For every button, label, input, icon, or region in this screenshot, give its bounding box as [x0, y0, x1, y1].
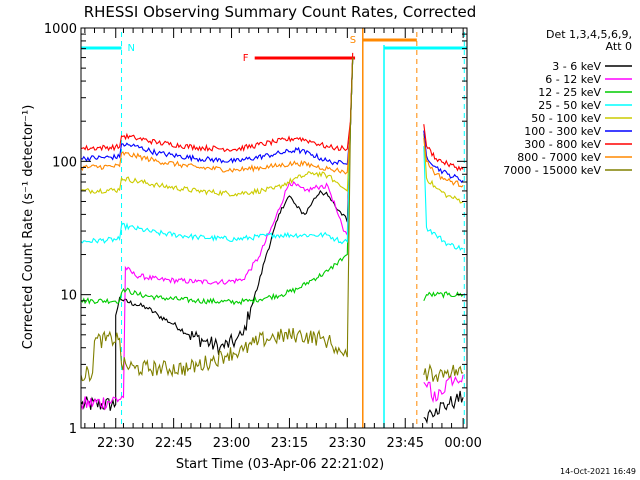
marker-label-s: S	[350, 35, 356, 46]
x-tick-label: 23:45	[387, 436, 424, 451]
series-lines	[80, 52, 464, 425]
series-line-1	[80, 57, 464, 411]
series-line-3	[80, 57, 464, 251]
series-line-8	[80, 57, 464, 383]
footnote-timestamp: 14-Oct-2021 16:49	[560, 467, 636, 476]
legend-label: 3 - 6 keV	[552, 60, 601, 73]
plot-axes	[80, 27, 468, 429]
y-tick-label: 10	[60, 289, 77, 304]
chart-title: RHESSI Observing Summary Count Rates, Co…	[84, 3, 477, 21]
legend-label: 300 - 800 keV	[524, 138, 601, 151]
legend-label: 50 - 100 keV	[531, 112, 601, 125]
y-axis-label: Corrected Count Rate (s⁻¹ detector⁻¹)	[21, 105, 36, 350]
y-tick-label: 100	[52, 155, 77, 170]
legend-label: 7000 - 15000 keV	[503, 164, 601, 177]
x-axis-label: Start Time (03-Apr-06 22:21:02)	[176, 457, 384, 472]
x-tick-label: 23:15	[271, 436, 308, 451]
y-tick-label: 1000	[44, 22, 77, 37]
legend-label: 6 - 12 keV	[545, 73, 601, 86]
marker-label-f: F	[243, 53, 249, 64]
x-tick-label: 00:00	[444, 436, 481, 451]
series-line-4	[80, 57, 464, 204]
x-tick-label: 22:45	[155, 436, 192, 451]
axis-ticks: 1 10 100 1000 22:30 22:45 23:00 23:15 23:30 23:45…	[44, 22, 482, 451]
series-line-5	[80, 57, 464, 184]
series-line-7	[80, 57, 464, 188]
series-line-6	[80, 52, 464, 172]
marker-label-n: N	[128, 43, 135, 54]
legend-header-att: Att 0	[606, 40, 632, 53]
x-tick-label: 23:30	[329, 436, 366, 451]
x-tick-label: 22:30	[97, 436, 134, 451]
legend-header-det: Det 1,3,4,5,6,9,	[546, 28, 632, 41]
legend-label: 25 - 50 keV	[538, 99, 601, 112]
y-tick-label: 1	[69, 422, 77, 437]
legend-label: 12 - 25 keV	[538, 86, 601, 99]
plot-frame	[80, 27, 468, 429]
x-tick-label: 23:00	[213, 436, 250, 451]
legend-label: 100 - 300 keV	[524, 125, 601, 138]
series-line-2	[80, 57, 464, 306]
legend-label: 800 - 7000 keV	[517, 151, 601, 164]
